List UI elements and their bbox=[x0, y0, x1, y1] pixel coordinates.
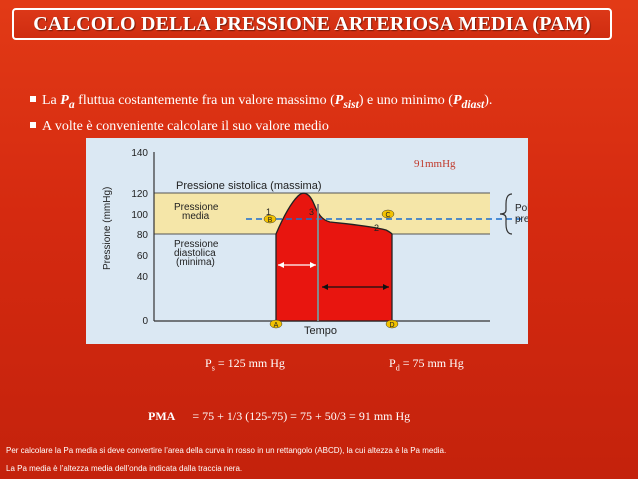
point-b-marker bbox=[263, 214, 277, 224]
polso-bracket bbox=[499, 193, 513, 235]
tick-0: 0 bbox=[142, 316, 148, 327]
label-diastolica-3: (minima) bbox=[176, 257, 215, 268]
tick-100: 100 bbox=[131, 210, 148, 221]
footer-line-1: Per calcolare la Pa media si deve conver… bbox=[6, 446, 447, 455]
tick-40: 40 bbox=[137, 272, 149, 283]
area-3: 3 bbox=[309, 207, 314, 217]
point-b: B bbox=[268, 217, 273, 224]
point-c: C bbox=[385, 212, 390, 219]
bullet-2-text: A volte è conveniente calcolare il suo v… bbox=[42, 118, 329, 134]
label-sistolica: Pressione sistolica (massima) bbox=[176, 180, 321, 192]
label-media-2: media bbox=[182, 211, 210, 222]
label-diastolica-1: Pressione bbox=[174, 239, 219, 250]
pd-value: Pd = 75 mm Hg bbox=[389, 356, 464, 373]
ps-value: Ps = 125 mm Hg bbox=[205, 356, 285, 373]
pressure-figure: 140 120 100 80 60 40 0 Pressione (mmHg) … bbox=[86, 138, 557, 344]
bullet-2: A volte è conveniente calcolare il suo v… bbox=[30, 116, 492, 138]
pma-label: PMA bbox=[148, 409, 176, 423]
label-media-1: Pressione bbox=[174, 202, 219, 213]
pma-formula: PMA = 75 + 1/3 (125-75) = 75 + 50/3 = 91… bbox=[148, 409, 410, 424]
bullet-square-icon bbox=[30, 121, 36, 128]
point-c-marker bbox=[381, 209, 395, 219]
arrow-left-head-l bbox=[278, 262, 284, 268]
label-polso-2: pressorio bbox=[515, 214, 528, 225]
point-d-marker bbox=[385, 319, 399, 329]
point-a: A bbox=[274, 322, 279, 329]
title-box: CALCOLO DELLA PRESSIONE ARTERIOSA MEDIA … bbox=[12, 8, 612, 40]
bullet-1: La Pa fluttua costantemente fra un valor… bbox=[30, 90, 492, 116]
area-2: 2 bbox=[374, 223, 379, 233]
arrow-right-head-r bbox=[383, 284, 389, 290]
label-tempo: Tempo bbox=[304, 325, 337, 337]
tick-120: 120 bbox=[131, 189, 148, 200]
label-polso-1: Polso bbox=[515, 203, 528, 214]
tick-140: 140 bbox=[131, 148, 148, 159]
point-a-marker bbox=[269, 319, 283, 329]
tick-60: 60 bbox=[137, 251, 149, 262]
pma-formula-text: = 75 + 1/3 (125-75) = 75 + 50/3 = 91 mm … bbox=[192, 409, 411, 423]
label-diastolica-2: diastolica bbox=[174, 248, 216, 259]
arrow-right-head-l bbox=[322, 284, 328, 290]
arrow-left-head-r bbox=[310, 262, 316, 268]
bullet-list: La Pa fluttua costantemente fra un valor… bbox=[30, 90, 492, 138]
bullet-1-text: La Pa fluttua costantemente fra un valor… bbox=[42, 93, 493, 111]
pressure-curve-area bbox=[275, 192, 393, 322]
bullet-square-icon bbox=[30, 96, 36, 102]
area-1: 1 bbox=[266, 207, 271, 217]
point-d: D bbox=[389, 322, 394, 329]
slide-title: CALCOLO DELLA PRESSIONE ARTERIOSA MEDIA … bbox=[33, 13, 591, 35]
mmhg-note: 91mmHg bbox=[414, 158, 456, 170]
tick-80: 80 bbox=[137, 230, 149, 241]
footer-line-2: La Pa media è l’altezza media dell’onda … bbox=[6, 464, 243, 473]
y-axis-label: Pressione (mmHg) bbox=[102, 187, 113, 270]
